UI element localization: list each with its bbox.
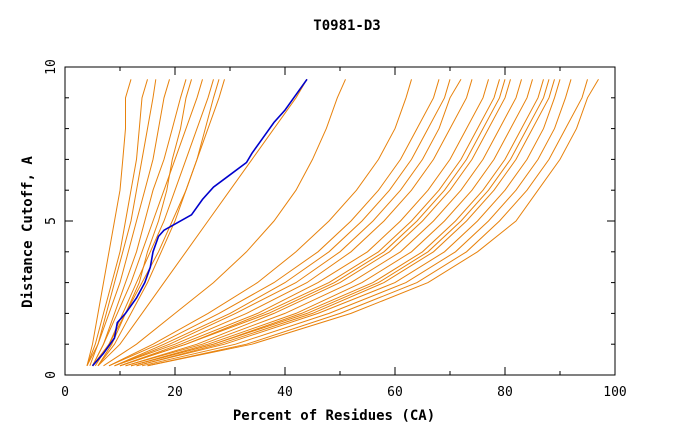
series-line-2	[86, 79, 157, 367]
y-tick-label-2: 10	[44, 59, 59, 75]
series-line-3	[89, 79, 170, 366]
series-line-29	[119, 79, 506, 367]
y-tick-label-0: 0	[44, 371, 59, 379]
series-line-22	[130, 79, 544, 367]
series-line-5	[92, 79, 203, 367]
series-line-21	[130, 79, 533, 367]
plot-frame	[64, 66, 616, 376]
series-line-15	[114, 79, 462, 367]
series-line-30	[130, 79, 550, 367]
series-line-8	[97, 79, 192, 367]
series-line-6	[94, 79, 214, 367]
x-tick-label-1: 20	[167, 385, 183, 400]
series-line-1	[86, 79, 132, 366]
series-line-17	[119, 79, 489, 367]
series-line-7	[92, 79, 225, 367]
series-line-20	[125, 79, 522, 367]
series-line-18	[119, 79, 500, 367]
series-line-9	[97, 79, 220, 367]
y-tick-label-1: 5	[44, 217, 59, 225]
x-axis-label: Percent of Residues (CA)	[233, 408, 435, 424]
series-line-23	[136, 79, 555, 367]
ticks-layer: 0 20 40 60 80 100 0 5 10	[44, 59, 627, 400]
series-layer	[86, 78, 599, 367]
series-line-10	[86, 79, 148, 366]
x-tick-label-4: 80	[497, 385, 513, 400]
series-line-13	[108, 79, 412, 367]
chart-title: T0981-D3	[313, 18, 380, 34]
series-line-26	[147, 79, 588, 367]
series-line-12	[103, 79, 346, 367]
series-line-25	[141, 79, 572, 367]
x-tick-label-5: 100	[603, 385, 626, 400]
y-axis-label: Distance Cutoff, A	[20, 156, 36, 308]
x-tick-label-3: 60	[387, 385, 403, 400]
series-line-28	[114, 79, 451, 367]
series-line-24	[136, 79, 561, 367]
series-line-4	[92, 79, 187, 367]
series-line-27	[147, 79, 599, 367]
series-line-11	[97, 79, 308, 367]
highlight-series-line	[91, 78, 308, 367]
series-line-14	[108, 79, 440, 367]
x-tick-label-2: 40	[277, 385, 293, 400]
x-tick-label-0: 0	[61, 385, 69, 400]
series-line-16	[114, 79, 473, 367]
series-line-19	[125, 79, 511, 367]
